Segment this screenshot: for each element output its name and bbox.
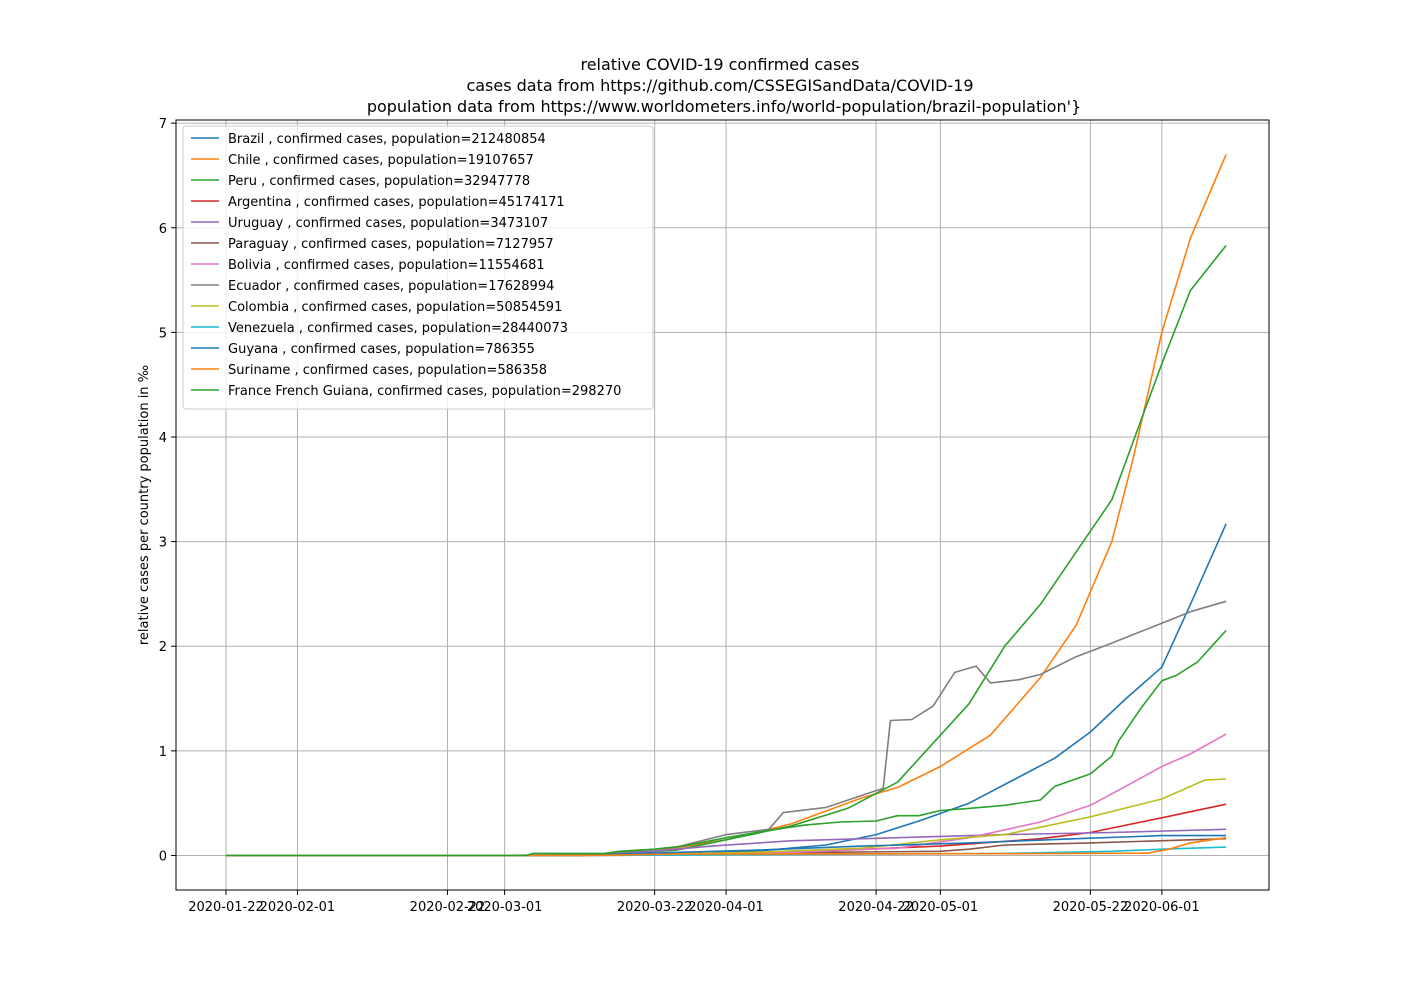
legend-entry: Venezuela , confirmed cases, population=… (228, 321, 568, 336)
legend-box (182, 125, 654, 410)
x-tick-label: 2020-02-22 (410, 900, 486, 915)
x-tick-label: 2020-03-01 (467, 900, 543, 915)
y-tick-label: 0 (159, 849, 167, 864)
series-line (226, 600, 1227, 857)
legend-entry: Chile , confirmed cases, population=1910… (228, 153, 534, 168)
y-tick-label: 4 (159, 431, 167, 446)
y-tick-label: 1 (159, 745, 167, 760)
x-tick-label: 2020-03-22 (617, 900, 693, 915)
y-tick-label: 7 (159, 117, 167, 132)
x-tick-label: 2020-05-22 (1053, 900, 1129, 915)
chart-subtitle-line-1: cases data from https://github.com/CSSEG… (466, 76, 973, 95)
chart-title: relative COVID-19 confirmed cases (580, 55, 859, 74)
legend-entry: Colombia , confirmed cases, population=5… (228, 300, 562, 315)
legend-entry: Bolivia , confirmed cases, population=11… (228, 258, 545, 273)
legend-entry: Paraguay , confirmed cases, population=7… (228, 237, 554, 252)
legend-entry: Peru , confirmed cases, population=32947… (228, 174, 530, 189)
legend-entry: Guyana , confirmed cases, population=786… (228, 342, 535, 357)
y-tick-label: 5 (159, 326, 167, 341)
legend: Brazil , confirmed cases, population=212… (182, 125, 654, 410)
legend-entry: Uruguay , confirmed cases, population=34… (228, 216, 548, 231)
x-tick-label: 2020-02-01 (260, 900, 336, 915)
y-tick-label: 2 (159, 640, 167, 655)
legend-entry: Argentina , confirmed cases, population=… (228, 195, 565, 210)
plot-area-frame (175, 119, 1270, 891)
series-line (226, 629, 1227, 857)
legend-entry: Suriname , confirmed cases, population=5… (228, 363, 547, 378)
x-tick-label: 2020-06-01 (1124, 900, 1200, 915)
x-tick-label: 2020-04-01 (688, 900, 764, 915)
y-axis-label: relative cases per country population in… (137, 365, 152, 645)
series-line (226, 836, 1227, 857)
series-lines (226, 154, 1227, 857)
x-tick-label: 2020-04-22 (838, 900, 914, 915)
chart-subtitle-line-2: population data from https://www.worldom… (367, 97, 1081, 116)
y-tick-label: 3 (159, 536, 167, 551)
y-tick-label: 6 (159, 222, 167, 237)
x-tick-label: 2020-01-22 (188, 900, 264, 915)
legend-entry: Brazil , confirmed cases, population=212… (228, 132, 546, 147)
legend-entry: France French Guiana, confirmed cases, p… (228, 384, 621, 399)
legend-entry: Ecuador , confirmed cases, population=17… (228, 279, 554, 294)
x-tick-label: 2020-05-01 (903, 900, 979, 915)
chart-title-group: relative COVID-19 confirmed cases cases … (367, 55, 1081, 116)
